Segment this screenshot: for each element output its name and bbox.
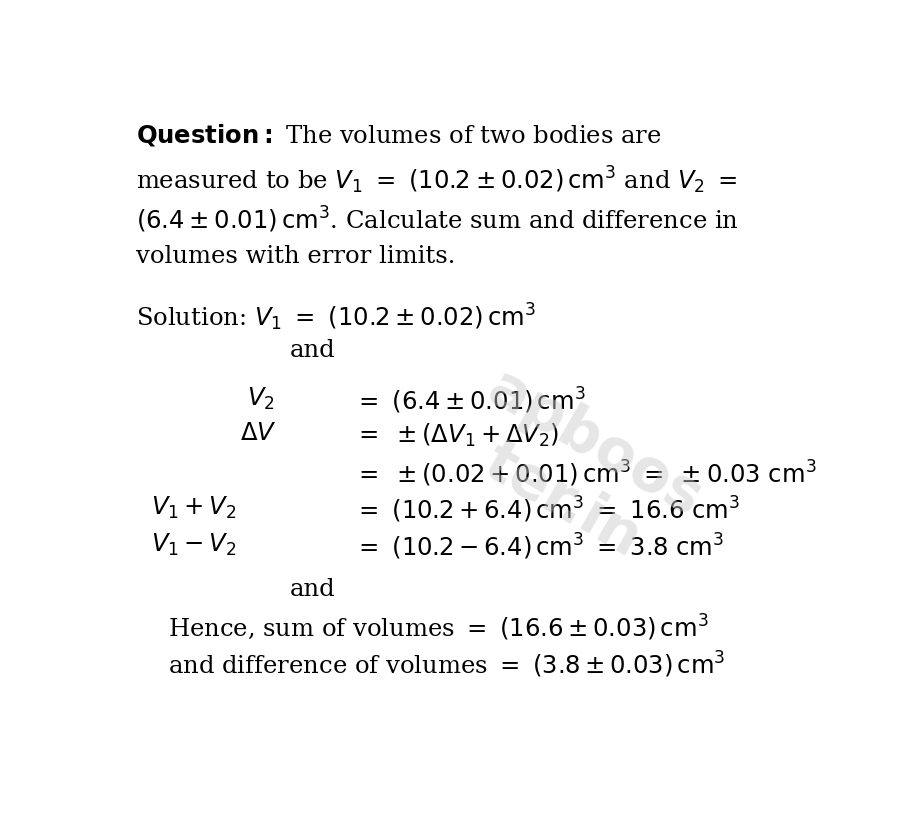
Text: $V_1+V_2$: $V_1+V_2$ bbox=[151, 495, 236, 521]
Text: $=\ (6.4\pm0.01)\,\mathrm{cm}^3$: $=\ (6.4\pm0.01)\,\mathrm{cm}^3$ bbox=[354, 386, 584, 416]
Text: $=\ (10.2+6.4)\,\mathrm{cm}^3\ =\ 16.6\ \mathrm{cm}^3$: $=\ (10.2+6.4)\,\mathrm{cm}^3\ =\ 16.6\ … bbox=[354, 495, 739, 526]
Text: $=\ \pm(0.02+0.01)\,\mathrm{cm}^3\ =\ \pm0.03\ \mathrm{cm}^3$: $=\ \pm(0.02+0.01)\,\mathrm{cm}^3\ =\ \p… bbox=[354, 458, 815, 489]
Text: Solution: $V_1\ =\ (10.2\pm0.02)\,\mathrm{cm}^3$: Solution: $V_1\ =\ (10.2\pm0.02)\,\mathr… bbox=[136, 302, 536, 333]
Text: $(6.4\pm0.01)\,\mathrm{cm}^3$. Calculate sum and difference in: $(6.4\pm0.01)\,\mathrm{cm}^3$. Calculate… bbox=[136, 205, 739, 235]
Text: $=\ (10.2-6.4)\,\mathrm{cm}^3\ =\ 3.8\ \mathrm{cm}^3$: $=\ (10.2-6.4)\,\mathrm{cm}^3\ =\ 3.8\ \… bbox=[354, 531, 723, 561]
Text: volumes with error limits.: volumes with error limits. bbox=[136, 245, 455, 268]
Text: and: and bbox=[289, 338, 335, 362]
Text: Hence, sum of volumes $=\ (16.6\pm0.03)\,\mathrm{cm}^3$: Hence, sum of volumes $=\ (16.6\pm0.03)\… bbox=[168, 613, 709, 643]
Text: apboos
ter.in: apboos ter.in bbox=[444, 359, 711, 585]
Text: measured to be $V_1\ =\ (10.2\pm0.02)\,\mathrm{cm}^3$ and $V_2\ =$: measured to be $V_1\ =\ (10.2\pm0.02)\,\… bbox=[136, 164, 737, 196]
Text: $\bf{Question:}$ The volumes of two bodies are: $\bf{Question:}$ The volumes of two bodi… bbox=[136, 122, 662, 148]
Text: and: and bbox=[289, 578, 335, 601]
Text: $V_1-V_2$: $V_1-V_2$ bbox=[151, 531, 236, 558]
Text: $=\ \pm(\Delta V_1+\Delta V_2)$: $=\ \pm(\Delta V_1+\Delta V_2)$ bbox=[354, 422, 559, 449]
Text: $V_2$: $V_2$ bbox=[246, 386, 274, 412]
Text: $\Delta V$: $\Delta V$ bbox=[240, 422, 276, 445]
Text: and difference of volumes $=\ (3.8\pm0.03)\,\mathrm{cm}^3$: and difference of volumes $=\ (3.8\pm0.0… bbox=[168, 650, 725, 680]
